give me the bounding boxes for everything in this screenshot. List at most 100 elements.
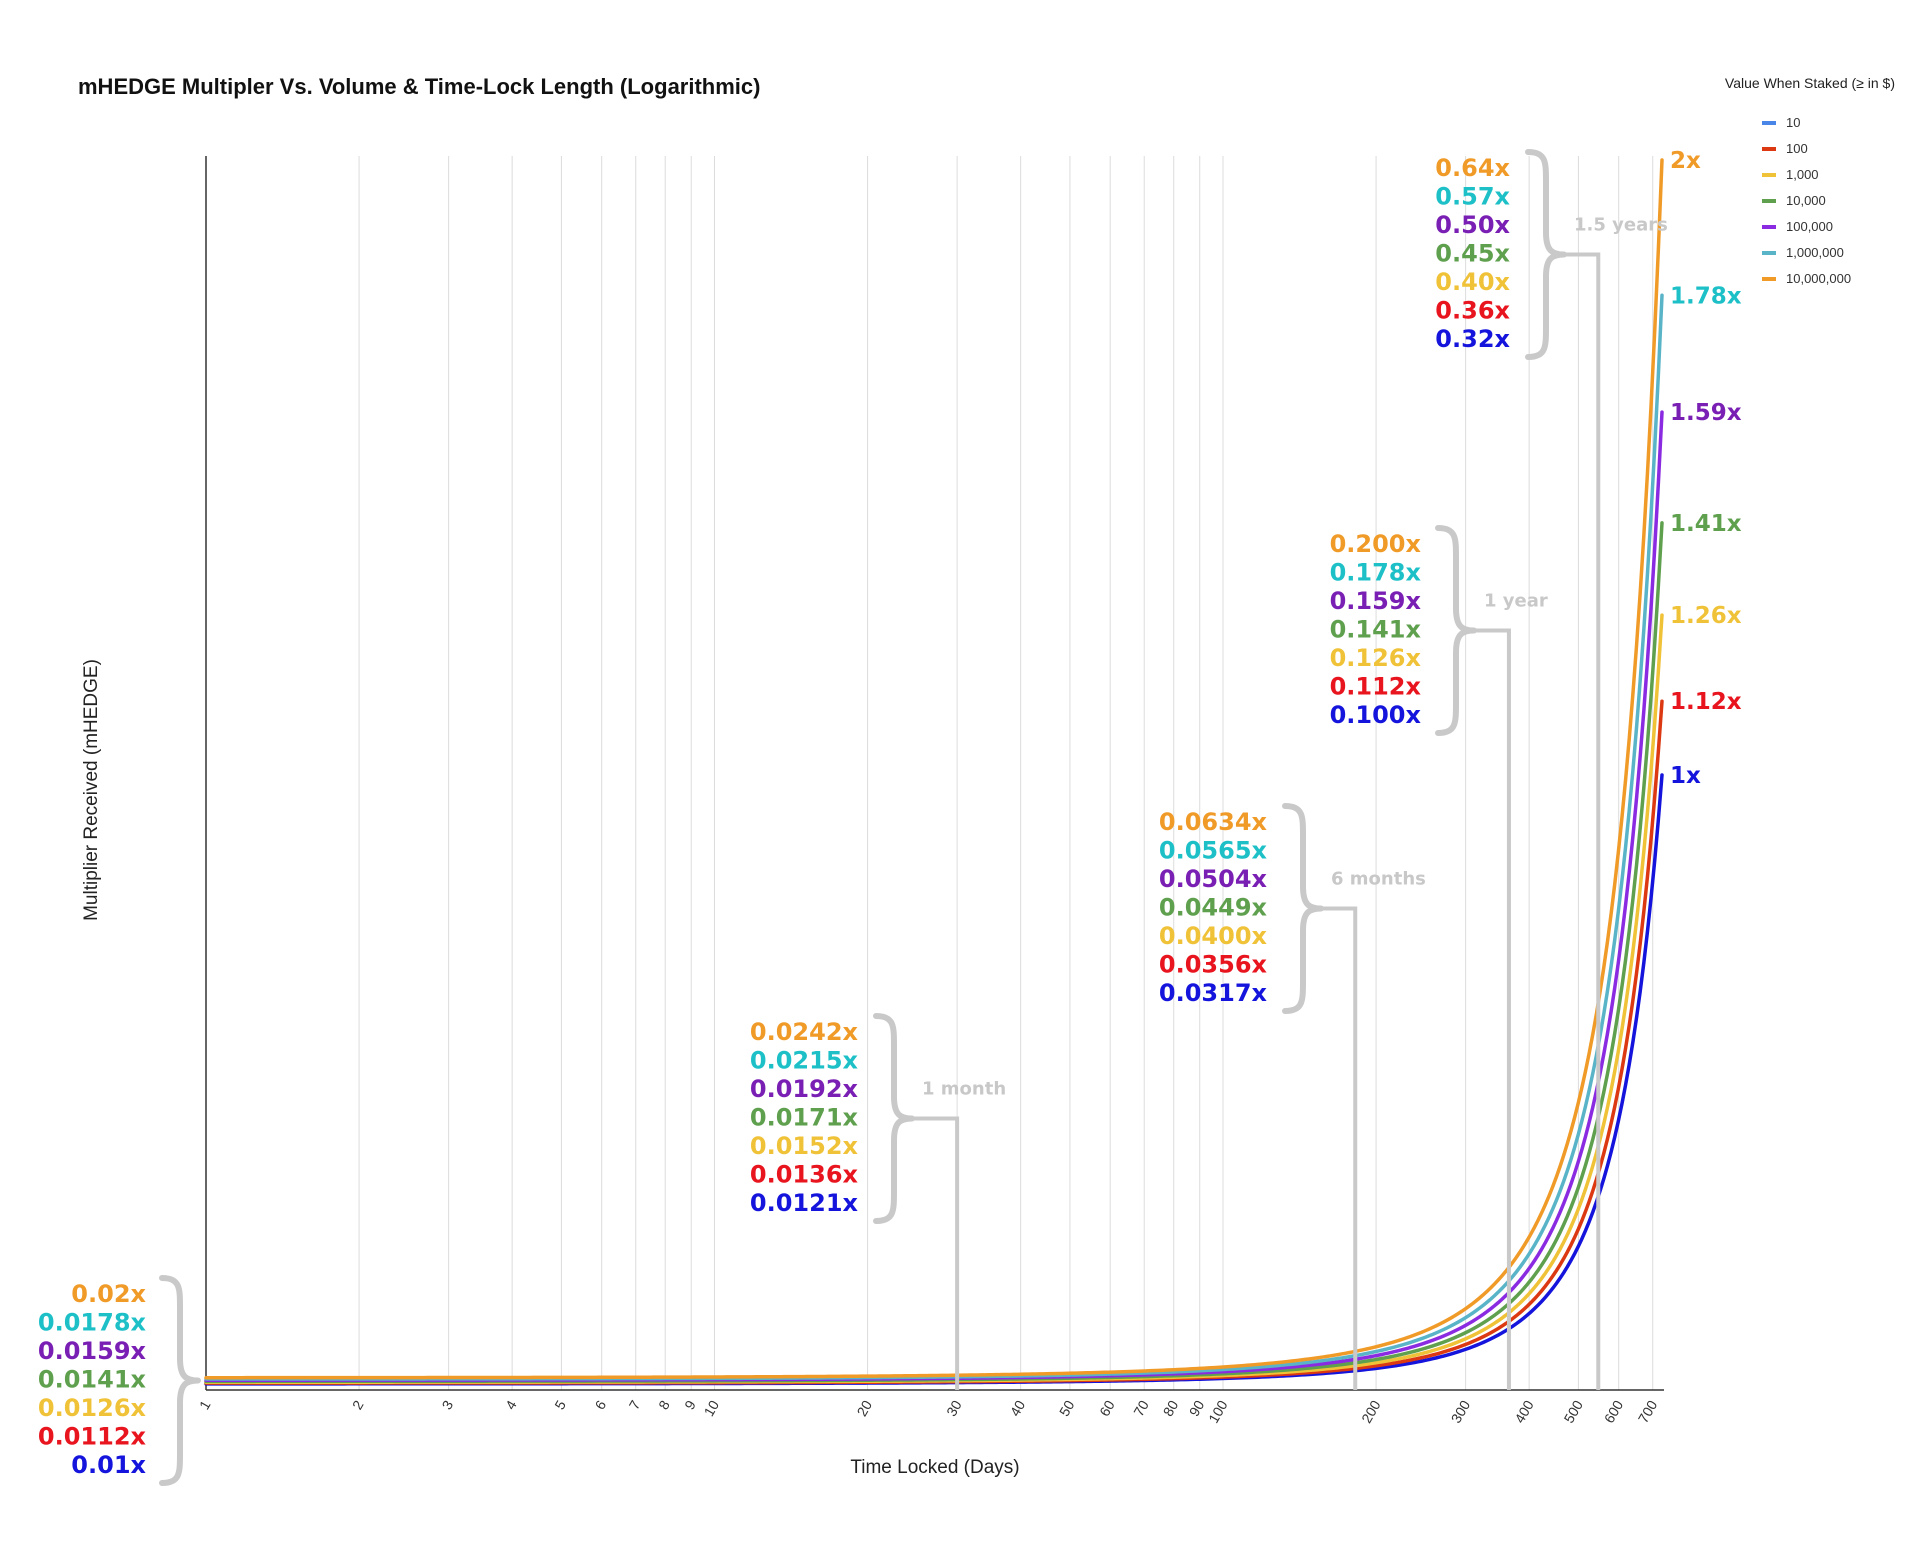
bracket: [1435, 525, 1477, 736]
x-tick-label: 8: [655, 1397, 673, 1412]
x-tick-label: 9: [681, 1397, 699, 1412]
annotation-value: 0.178x: [1330, 559, 1422, 587]
x-tick-label: 700: [1635, 1397, 1661, 1425]
x-tick-label: 3: [438, 1397, 456, 1412]
annotation-value: 0.141x: [1330, 616, 1422, 644]
bracket: [1525, 149, 1567, 360]
bracket-stem: [1564, 252, 1601, 1390]
annotation-value: 0.0449x: [1159, 894, 1268, 922]
legend-label: 10,000: [1786, 193, 1826, 208]
annotation-value: 0.0159x: [38, 1337, 147, 1365]
x-tick-label: 90: [1186, 1397, 1208, 1419]
annotation-value: 0.0141x: [38, 1366, 147, 1394]
annotation-value: 0.0178x: [38, 1309, 147, 1337]
annotation-value: 0.0215x: [750, 1047, 859, 1075]
series-line-10000: [204, 521, 1664, 1384]
x-tick-label: 5: [551, 1397, 569, 1412]
x-tick-label: 7: [626, 1397, 644, 1412]
annotation-value: 0.57x: [1435, 183, 1510, 211]
legend-label: 1,000,000: [1786, 245, 1844, 260]
annotation-value: 0.100x: [1330, 701, 1422, 729]
end-label: 1.12x: [1670, 689, 1742, 715]
annotation-value: 0.0565x: [1159, 837, 1268, 865]
annotation-value: 0.0317x: [1159, 979, 1268, 1007]
annotation-value: 0.0634x: [1159, 808, 1268, 836]
annotation-value: 0.0152x: [750, 1132, 859, 1160]
x-tick-label: 400: [1511, 1397, 1537, 1425]
end-label: 1.41x: [1670, 511, 1742, 537]
legend-swatch: [1762, 277, 1776, 281]
bracket-stem: [912, 1116, 960, 1390]
annotation-value: 0.159x: [1330, 587, 1422, 615]
annotation-value: 0.45x: [1435, 240, 1510, 268]
x-tick-label: 80: [1160, 1397, 1182, 1419]
annotation-value: 0.0356x: [1159, 951, 1268, 979]
bracket: [159, 1275, 201, 1486]
legend-label: 1,000: [1786, 167, 1819, 182]
x-tick-label: 100: [1205, 1397, 1231, 1425]
legend-swatch: [1762, 199, 1776, 203]
period-label: 6 months: [1331, 869, 1426, 890]
period-annotations: 0.02x0.0178x0.0159x0.0141x0.0126x0.0112x…: [38, 149, 1668, 1486]
annotation-value: 0.112x: [1330, 673, 1422, 701]
x-axis-title: Time Locked (Days): [850, 1457, 1019, 1478]
legend-swatch: [1762, 173, 1776, 177]
annotation-value: 0.0136x: [750, 1161, 859, 1189]
legend-label: 100,000: [1786, 219, 1833, 234]
end-label: 1.26x: [1670, 603, 1742, 629]
series-line-10000000: [204, 158, 1664, 1380]
annotation-value: 0.50x: [1435, 211, 1510, 239]
x-tick-label: 20: [854, 1397, 876, 1419]
annotation-value: 0.40x: [1435, 268, 1510, 296]
end-label: 1.78x: [1670, 283, 1742, 309]
legend-swatch: [1762, 147, 1776, 151]
x-tick-label: 200: [1358, 1397, 1384, 1425]
chart-title: mHEDGE Multipler Vs. Volume & Time-Lock …: [78, 74, 760, 99]
end-label: 1.59x: [1670, 400, 1742, 426]
annotation-value: 0.0126x: [38, 1394, 147, 1422]
bracket-stem: [1474, 628, 1511, 1390]
x-tick-label: 300: [1448, 1397, 1474, 1425]
end-label: 1x: [1670, 763, 1701, 789]
series-line-100000: [204, 410, 1664, 1382]
annotation-value: 0.64x: [1435, 154, 1510, 182]
annotation-value: 0.126x: [1330, 644, 1422, 672]
y-axis-title: Multiplier Received (mHEDGE): [81, 659, 102, 921]
legend-swatch: [1762, 121, 1776, 125]
legend-label: 10,000,000: [1786, 271, 1851, 286]
legend-swatch: [1762, 251, 1776, 255]
bracket-stem: [1321, 906, 1358, 1390]
annotation-value: 0.32x: [1435, 325, 1510, 353]
x-tick-label: 60: [1096, 1397, 1118, 1419]
legend-label: 10: [1786, 115, 1800, 130]
period-label: 1 year: [1484, 591, 1548, 612]
bracket: [873, 1013, 915, 1224]
legend-label: 100: [1786, 141, 1808, 156]
annotation-value: 0.0121x: [750, 1189, 859, 1217]
series-line-1000000: [204, 293, 1664, 1381]
annotation-value: 0.0112x: [38, 1423, 147, 1451]
bracket: [1282, 803, 1324, 1014]
annotation-value: 0.36x: [1435, 297, 1510, 325]
annotation-value: 0.01x: [71, 1451, 146, 1479]
x-tick-label: 600: [1601, 1397, 1627, 1425]
axes: [205, 156, 1664, 1391]
x-tick-label: 2: [349, 1397, 367, 1412]
x-tick-label: 1: [196, 1397, 214, 1412]
annotation-value: 0.0400x: [1159, 922, 1268, 950]
period-label: 1 month: [922, 1079, 1006, 1100]
x-tick-label: 70: [1130, 1397, 1152, 1419]
period-label: 1.5 years: [1574, 215, 1668, 236]
x-tick-label: 50: [1056, 1397, 1078, 1419]
annotation-value: 0.0242x: [750, 1018, 859, 1046]
annotation-value: 0.0171x: [750, 1104, 859, 1132]
end-label: 2x: [1670, 148, 1701, 174]
annotation-value: 0.0504x: [1159, 865, 1268, 893]
legend-title: Value When Staked (≥ in $): [1725, 75, 1895, 91]
series-line-100: [204, 699, 1664, 1385]
legend-swatch: [1762, 225, 1776, 229]
series-lines: [204, 158, 1664, 1386]
end-labels: 1x 1.12x 1.26x 1.41x 1.59x 1.78x 2x: [1670, 148, 1742, 789]
